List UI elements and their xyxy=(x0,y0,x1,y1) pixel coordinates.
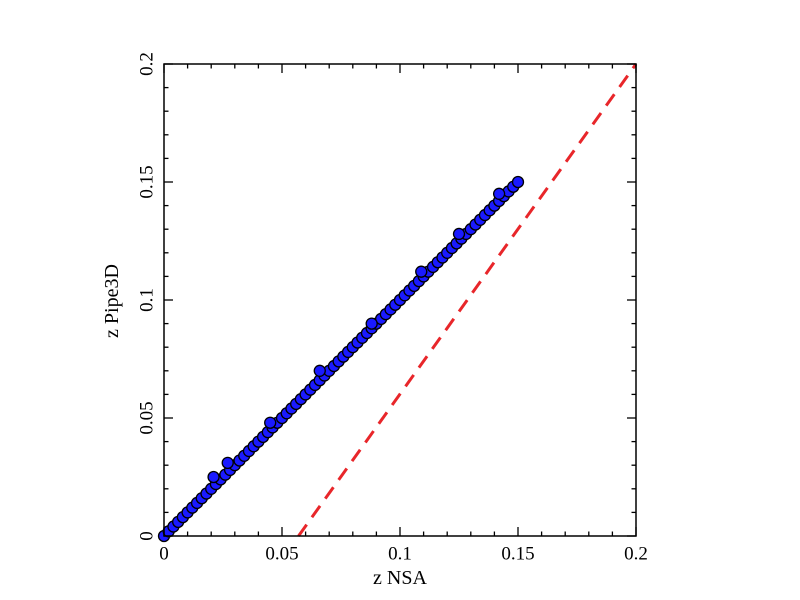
x-tick-label: 0.05 xyxy=(265,543,298,564)
data-point xyxy=(492,187,506,200)
x-tick-label: 0.15 xyxy=(501,543,534,564)
x-tick-label: 0.2 xyxy=(624,543,648,564)
y-tick-label: 0.15 xyxy=(136,165,157,198)
y-tick-label: 0.05 xyxy=(136,401,157,434)
axis-ticks-group xyxy=(163,63,637,537)
data-point xyxy=(511,175,525,189)
x-axis-label: z NSA xyxy=(373,567,427,589)
reference-line-group xyxy=(297,63,638,537)
data-point xyxy=(365,317,378,330)
reference-line xyxy=(297,63,638,537)
data-points-group xyxy=(157,175,525,543)
y-tick-label: 0 xyxy=(136,531,157,541)
data-point xyxy=(452,227,466,241)
x-tick-label: 0 xyxy=(159,543,169,564)
data-point xyxy=(313,364,326,377)
tick-labels-group: 0 0.05 0.1 0.15 0.2 0 0.05 0.1 0.15 0.2 xyxy=(136,52,648,564)
y-axis-label: z Pipe3D xyxy=(101,264,123,338)
x-tick-label: 0.1 xyxy=(388,543,412,564)
data-point xyxy=(207,470,220,484)
data-point xyxy=(264,416,277,429)
data-point xyxy=(221,456,234,469)
y-tick-label: 0.2 xyxy=(136,52,157,76)
data-point xyxy=(415,265,428,278)
y-tick-label: 0.1 xyxy=(136,288,157,312)
